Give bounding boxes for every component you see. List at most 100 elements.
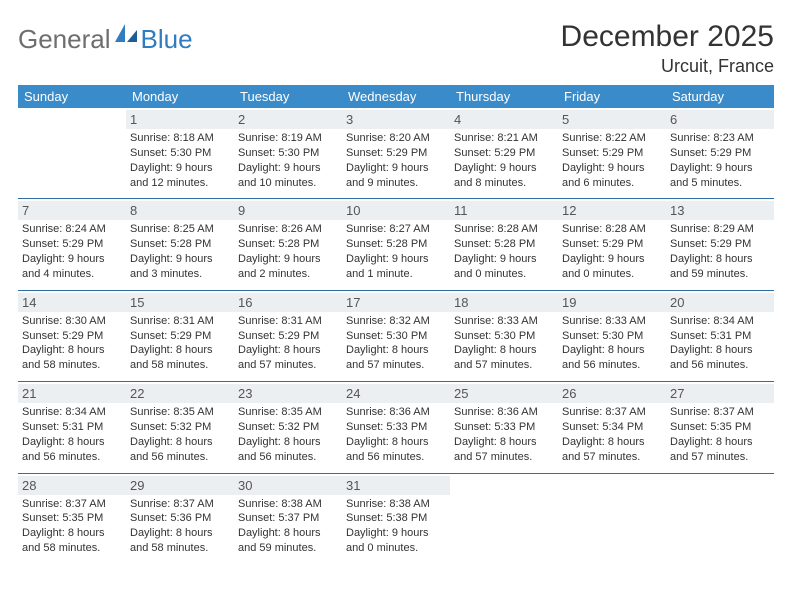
daylight-text: Daylight: 8 hours and 59 minutes. [670, 252, 770, 282]
day-header: Friday [558, 85, 666, 108]
calendar-day-cell: 24Sunrise: 8:36 AMSunset: 5:33 PMDayligh… [342, 382, 450, 473]
day-number: 5 [558, 110, 666, 129]
sunrise-text: Sunrise: 8:20 AM [346, 131, 446, 146]
calendar-day-cell: 25Sunrise: 8:36 AMSunset: 5:33 PMDayligh… [450, 382, 558, 473]
sunset-text: Sunset: 5:35 PM [22, 511, 122, 526]
day-number: 22 [126, 384, 234, 403]
day-info: Sunrise: 8:29 AMSunset: 5:29 PMDaylight:… [670, 222, 770, 281]
sunset-text: Sunset: 5:29 PM [562, 146, 662, 161]
calendar-day-cell [18, 108, 126, 199]
day-info: Sunrise: 8:19 AMSunset: 5:30 PMDaylight:… [238, 131, 338, 190]
calendar-day-cell: 14Sunrise: 8:30 AMSunset: 5:29 PMDayligh… [18, 290, 126, 381]
day-number: 17 [342, 293, 450, 312]
sunrise-text: Sunrise: 8:23 AM [670, 131, 770, 146]
day-info: Sunrise: 8:18 AMSunset: 5:30 PMDaylight:… [130, 131, 230, 190]
sunrise-text: Sunrise: 8:31 AM [130, 314, 230, 329]
daylight-text: Daylight: 8 hours and 56 minutes. [238, 435, 338, 465]
daylight-text: Daylight: 9 hours and 4 minutes. [22, 252, 122, 282]
day-info: Sunrise: 8:21 AMSunset: 5:29 PMDaylight:… [454, 131, 554, 190]
calendar-day-cell: 15Sunrise: 8:31 AMSunset: 5:29 PMDayligh… [126, 290, 234, 381]
day-info: Sunrise: 8:24 AMSunset: 5:29 PMDaylight:… [22, 222, 122, 281]
day-info: Sunrise: 8:38 AMSunset: 5:38 PMDaylight:… [346, 497, 446, 556]
daylight-text: Daylight: 8 hours and 56 minutes. [22, 435, 122, 465]
calendar-day-cell: 27 Sunrise: 8:37 AMSunset: 5:35 PMDayligh… [666, 382, 774, 473]
calendar-day-cell: 1Sunrise: 8:18 AMSunset: 5:30 PMDaylight… [126, 108, 234, 199]
day-number: 10 [342, 201, 450, 220]
day-info: Sunrise: 8:35 AMSunset: 5:32 PMDaylight:… [130, 405, 230, 464]
day-number: 2 [234, 110, 342, 129]
calendar-day-cell [450, 473, 558, 564]
calendar-day-cell [666, 473, 774, 564]
sunrise-text: Sunrise: 8:22 AM [562, 131, 662, 146]
calendar-table: Sunday Monday Tuesday Wednesday Thursday… [18, 85, 774, 564]
header: General Blue December 2025 Urcuit, Franc… [18, 20, 774, 77]
sunset-text: Sunset: 5:32 PM [130, 420, 230, 435]
day-number: 4 [450, 110, 558, 129]
day-info: Sunrise: 8:31 AMSunset: 5:29 PMDaylight:… [130, 314, 230, 373]
sunset-text: Sunset: 5:30 PM [562, 329, 662, 344]
daylight-text: Daylight: 9 hours and 12 minutes. [130, 161, 230, 191]
daylight-text: Daylight: 8 hours and 58 minutes. [130, 526, 230, 556]
day-number: 19 [558, 293, 666, 312]
sunset-text: Sunset: 5:34 PM [562, 420, 662, 435]
day-number: 27 [666, 384, 774, 403]
day-number: 16 [234, 293, 342, 312]
calendar-body: 1Sunrise: 8:18 AMSunset: 5:30 PMDaylight… [18, 108, 774, 564]
day-info: Sunrise: 8:34 AMSunset: 5:31 PMDaylight:… [22, 405, 122, 464]
daylight-text: Daylight: 8 hours and 56 minutes. [562, 343, 662, 373]
day-number: 29 [126, 476, 234, 495]
day-info: Sunrise: 8:27 AMSunset: 5:28 PMDaylight:… [346, 222, 446, 281]
calendar-week-row: 14Sunrise: 8:30 AMSunset: 5:29 PMDayligh… [18, 290, 774, 381]
day-info: Sunrise: 8:22 AMSunset: 5:29 PMDaylight:… [562, 131, 662, 190]
day-header: Monday [126, 85, 234, 108]
day-header: Saturday [666, 85, 774, 108]
day-info: Sunrise: 8:37 AMSunset: 5:35 PMDaylight:… [670, 405, 770, 464]
daylight-text: Daylight: 9 hours and 2 minutes. [238, 252, 338, 282]
sunset-text: Sunset: 5:29 PM [562, 237, 662, 252]
daylight-text: Daylight: 9 hours and 1 minute. [346, 252, 446, 282]
sunrise-text: Sunrise: 8:27 AM [346, 222, 446, 237]
day-info: Sunrise: 8:25 AMSunset: 5:28 PMDaylight:… [130, 222, 230, 281]
calendar-day-cell: 20Sunrise: 8:34 AMSunset: 5:31 PMDayligh… [666, 290, 774, 381]
calendar-week-row: 21Sunrise: 8:34 AMSunset: 5:31 PMDayligh… [18, 382, 774, 473]
sunset-text: Sunset: 5:29 PM [238, 329, 338, 344]
sunset-text: Sunset: 5:30 PM [238, 146, 338, 161]
daylight-text: Daylight: 8 hours and 56 minutes. [670, 343, 770, 373]
sunrise-text: Sunrise: 8:37 AM [22, 497, 122, 512]
calendar-day-cell: 2 Sunrise: 8:19 AMSunset: 5:30 PMDaylight… [234, 108, 342, 199]
daylight-text: Daylight: 9 hours and 9 minutes. [346, 161, 446, 191]
sunrise-text: Sunrise: 8:35 AM [130, 405, 230, 420]
sunrise-text: Sunrise: 8:35 AM [238, 405, 338, 420]
day-info: Sunrise: 8:20 AMSunset: 5:29 PMDaylight:… [346, 131, 446, 190]
sunset-text: Sunset: 5:29 PM [130, 329, 230, 344]
sunrise-text: Sunrise: 8:33 AM [562, 314, 662, 329]
calendar-day-cell: 29Sunrise: 8:37 AMSunset: 5:36 PMDayligh… [126, 473, 234, 564]
day-number: 11 [450, 201, 558, 220]
brand-word-1: General [18, 24, 111, 55]
sunset-text: Sunset: 5:37 PM [238, 511, 338, 526]
day-info: Sunrise: 8:33 AMSunset: 5:30 PMDaylight:… [454, 314, 554, 373]
day-number: 24 [342, 384, 450, 403]
day-number [558, 476, 666, 480]
day-number: 6 [666, 110, 774, 129]
sunrise-text: Sunrise: 8:28 AM [454, 222, 554, 237]
day-number: 23 [234, 384, 342, 403]
sunset-text: Sunset: 5:28 PM [238, 237, 338, 252]
calendar-day-cell: 18 Sunrise: 8:33 AMSunset: 5:30 PMDayligh… [450, 290, 558, 381]
calendar-day-cell: 31Sunrise: 8:38 AMSunset: 5:38 PMDayligh… [342, 473, 450, 564]
day-number: 28 [18, 476, 126, 495]
daylight-text: Daylight: 8 hours and 58 minutes. [22, 526, 122, 556]
daylight-text: Daylight: 9 hours and 6 minutes. [562, 161, 662, 191]
daylight-text: Daylight: 9 hours and 3 minutes. [130, 252, 230, 282]
calendar-day-cell: 5 Sunrise: 8:22 AMSunset: 5:29 PMDaylight… [558, 108, 666, 199]
day-number: 12 [558, 201, 666, 220]
sunrise-text: Sunrise: 8:38 AM [238, 497, 338, 512]
day-number: 18 [450, 293, 558, 312]
calendar-day-cell: 12Sunrise: 8:28 AMSunset: 5:29 PMDayligh… [558, 199, 666, 290]
sunrise-text: Sunrise: 8:37 AM [670, 405, 770, 420]
day-header: Sunday [18, 85, 126, 108]
calendar-day-cell: 8Sunrise: 8:25 AMSunset: 5:28 PMDaylight… [126, 199, 234, 290]
sunset-text: Sunset: 5:38 PM [346, 511, 446, 526]
day-info: Sunrise: 8:30 AMSunset: 5:29 PMDaylight:… [22, 314, 122, 373]
sunrise-text: Sunrise: 8:24 AM [22, 222, 122, 237]
